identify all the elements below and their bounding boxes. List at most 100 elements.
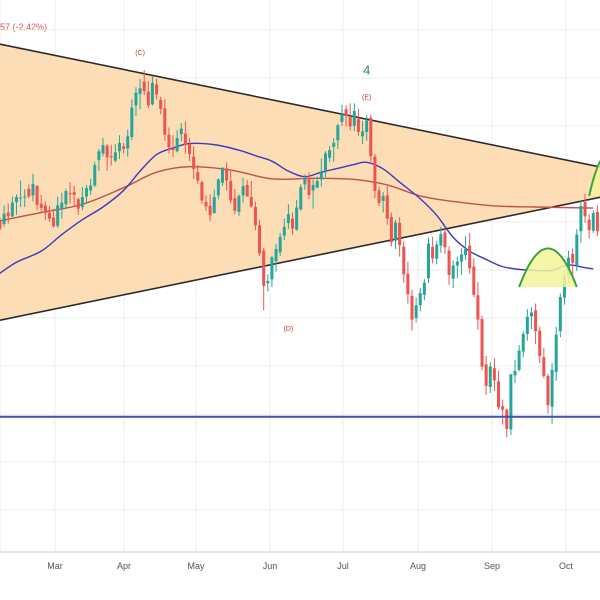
candle xyxy=(587,214,591,239)
candle-body xyxy=(505,409,509,429)
candle-body xyxy=(10,202,14,217)
candle xyxy=(591,210,595,233)
candle-body xyxy=(311,184,315,191)
candle-body xyxy=(591,213,595,231)
candle-body xyxy=(258,225,262,254)
candle xyxy=(517,345,521,372)
candle xyxy=(72,186,76,207)
candle xyxy=(468,232,472,274)
candle xyxy=(192,146,196,179)
candle xyxy=(47,205,51,222)
candle xyxy=(113,144,117,163)
candle-body xyxy=(336,125,340,141)
candle xyxy=(505,408,509,438)
candle xyxy=(122,142,126,154)
candle-body xyxy=(109,156,113,158)
candle xyxy=(188,138,192,162)
candle-body xyxy=(225,168,229,181)
candle xyxy=(138,78,142,110)
candle-body xyxy=(31,183,35,196)
candle-body xyxy=(167,134,171,148)
candle-body xyxy=(521,333,525,352)
candle xyxy=(76,197,80,215)
candle-body xyxy=(365,120,369,132)
candle xyxy=(85,184,89,204)
candle xyxy=(93,161,97,188)
candle-body xyxy=(171,148,175,151)
candle xyxy=(291,212,295,235)
x-axis: Mar Apr May Jun Jul Aug Sep Oct xyxy=(0,551,600,600)
candle xyxy=(163,99,167,141)
candle-body xyxy=(278,236,282,253)
candle-body xyxy=(538,330,542,357)
candle-body xyxy=(476,295,480,320)
triangle-upper-line xyxy=(0,43,600,168)
candle xyxy=(381,192,385,213)
candle-body xyxy=(459,254,463,262)
candle xyxy=(266,274,270,292)
candle-body xyxy=(497,381,501,408)
triangle-pattern xyxy=(0,43,600,321)
candle-body xyxy=(443,232,447,248)
candle xyxy=(546,373,550,414)
candle xyxy=(286,204,290,230)
x-tick-label: Apr xyxy=(117,561,131,571)
candle-body xyxy=(93,165,97,186)
candle-body xyxy=(332,142,336,147)
candle-body xyxy=(282,226,286,236)
candle xyxy=(492,358,496,391)
candle-body xyxy=(266,280,270,284)
candle-body xyxy=(179,128,183,135)
candle xyxy=(299,184,303,211)
candle-body xyxy=(509,374,513,430)
candle xyxy=(315,176,319,189)
candle-body xyxy=(414,305,418,318)
candle xyxy=(509,374,513,435)
candle xyxy=(101,138,105,157)
candle-body xyxy=(35,186,39,205)
x-tick-label: Aug xyxy=(410,561,426,571)
candle xyxy=(361,120,365,145)
candle xyxy=(389,212,393,247)
wave-labels: (C) (D) (E) 4 xyxy=(135,50,371,333)
candle xyxy=(439,226,443,253)
candle-body xyxy=(27,188,31,197)
candle xyxy=(43,201,47,220)
candle-body xyxy=(76,199,80,209)
candle-body xyxy=(155,84,159,95)
candle-body xyxy=(270,257,274,280)
candle xyxy=(476,282,480,330)
candle-body xyxy=(56,205,60,226)
x-tick-label: Sep xyxy=(484,561,500,571)
candle xyxy=(35,184,39,210)
candle-body xyxy=(307,177,311,195)
candle xyxy=(513,359,517,384)
candle-body xyxy=(295,207,299,230)
candle-body xyxy=(406,273,410,295)
candle-body xyxy=(303,178,307,185)
ticker-change-label: 57 (-2.42%) xyxy=(0,22,48,32)
candle-body xyxy=(2,213,6,225)
candle xyxy=(311,179,315,209)
candle-body xyxy=(488,366,492,387)
candle xyxy=(426,237,430,284)
candle xyxy=(130,99,134,141)
candle xyxy=(117,135,121,159)
candle-body xyxy=(142,81,146,92)
candle-body xyxy=(447,250,451,275)
candle-body xyxy=(0,220,2,229)
candle-body xyxy=(122,146,126,150)
candle-body xyxy=(47,212,51,219)
candle xyxy=(558,293,562,338)
candle-body xyxy=(439,234,443,246)
candle xyxy=(410,289,414,331)
candle xyxy=(56,196,60,228)
arc-outline xyxy=(588,159,600,197)
candle xyxy=(150,76,154,106)
candle-body xyxy=(550,369,554,407)
candle xyxy=(175,130,179,153)
wave-annotation-label: (E) xyxy=(362,94,371,101)
candle-body xyxy=(402,246,406,275)
candle-body xyxy=(6,212,10,217)
